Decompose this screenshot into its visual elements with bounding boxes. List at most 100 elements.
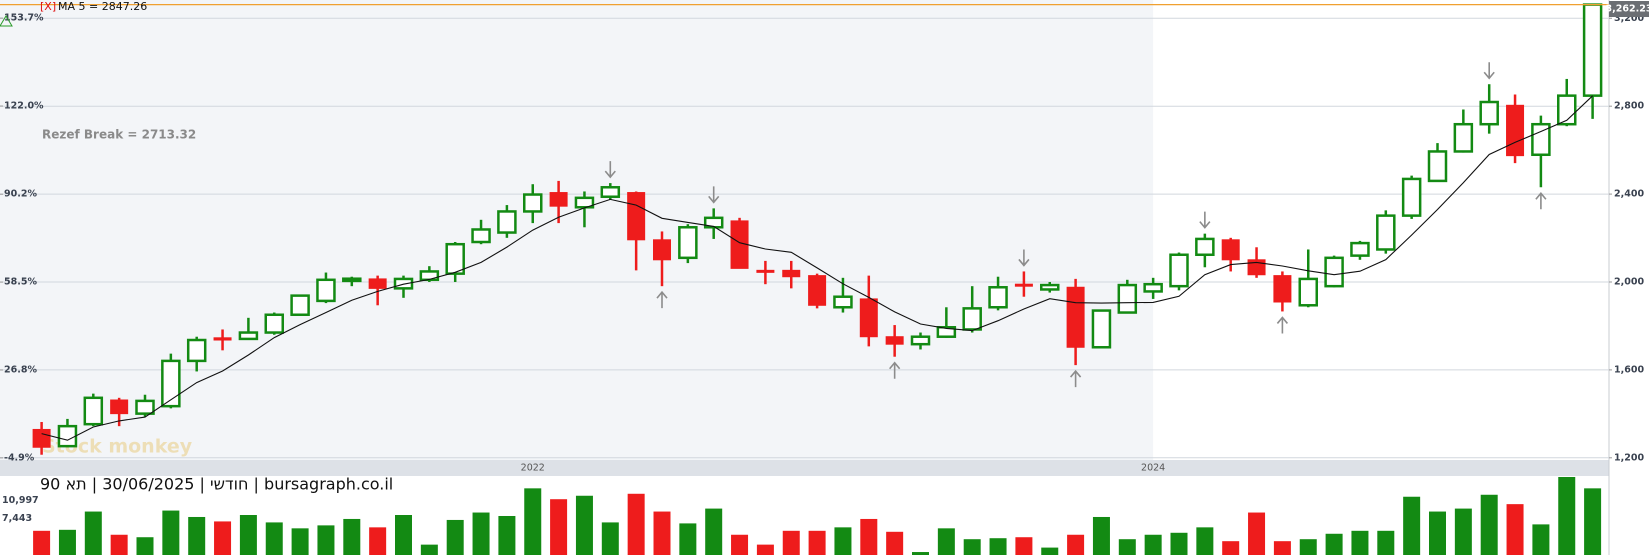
volume-bar xyxy=(33,530,51,555)
y2-tick-label: 153.7% xyxy=(4,13,44,24)
candle-body xyxy=(32,428,51,448)
overlay: 3,262.23 xyxy=(0,1,1649,441)
y2-tick-label: 122.0% xyxy=(4,101,44,112)
candle-body xyxy=(808,275,827,306)
volume-bar xyxy=(782,530,800,555)
candle-body xyxy=(161,359,181,408)
candle-body xyxy=(497,210,517,234)
candle-body xyxy=(988,286,1008,309)
candle-body xyxy=(627,192,646,241)
grid: 1,200 1,600 2,000 2,400 2,800 3,200 -4.9% 26.8%… xyxy=(0,13,1644,474)
candle-body xyxy=(1091,309,1112,349)
candle-body xyxy=(1169,253,1189,288)
volume-tick-label: 10,997 xyxy=(2,495,39,506)
signal-arrow xyxy=(1199,211,1211,229)
candle-body xyxy=(653,239,671,261)
candle-body xyxy=(523,193,543,213)
volume-bar xyxy=(937,528,955,555)
volume-bar xyxy=(1429,511,1446,555)
chart-title: חודשי | 30/06/2025 | תא 90 | bursagraph.… xyxy=(40,475,393,494)
volume-bar xyxy=(472,512,490,555)
y2-tick-label: 26.8% xyxy=(4,364,37,375)
x-tick-label: 2022 xyxy=(521,463,545,474)
candles xyxy=(32,3,1603,455)
candle-body xyxy=(290,294,310,316)
candle-body xyxy=(1401,177,1422,217)
y2-tick-label: 90.2% xyxy=(4,189,37,200)
annotation: Rezef Break = 2713.32 xyxy=(42,128,196,142)
ma-toggle[interactable]: [X] xyxy=(40,0,56,13)
volume-bar xyxy=(834,527,852,555)
last-price-box xyxy=(1609,1,1649,17)
volume-bar xyxy=(1041,547,1059,555)
volume-bar xyxy=(265,522,283,555)
signal-arrow xyxy=(889,361,901,379)
volume-bar xyxy=(1506,504,1524,555)
candle-body xyxy=(1273,275,1292,303)
candle-body xyxy=(342,277,362,283)
signal-arrow xyxy=(1069,369,1082,388)
signal-arrow xyxy=(656,290,668,309)
volume-bar xyxy=(214,521,232,555)
candle-body xyxy=(885,336,904,345)
signal-arrow xyxy=(1535,192,1547,210)
candle-body xyxy=(1298,277,1318,307)
y2-tick-label: -4.9% xyxy=(4,452,35,463)
volume-bar xyxy=(1299,539,1317,555)
candle-body xyxy=(1350,241,1370,257)
candle-body xyxy=(419,270,440,282)
candle-body xyxy=(859,298,878,338)
candle-body xyxy=(445,242,465,275)
volume-bar xyxy=(963,539,981,555)
candle-body xyxy=(1506,104,1525,157)
volume-bar xyxy=(1403,496,1421,555)
volume-bar xyxy=(239,515,257,555)
candle-body xyxy=(600,186,621,198)
candle-body xyxy=(703,216,724,229)
candle-body xyxy=(1427,150,1448,183)
shaded-region xyxy=(0,0,1154,460)
volume-bar xyxy=(188,516,206,555)
candle-body xyxy=(1324,256,1344,288)
signal-arrow xyxy=(708,186,720,204)
candle-body xyxy=(368,278,387,289)
volume-bar xyxy=(420,544,438,555)
date-strip xyxy=(0,460,1609,476)
indicator-icon xyxy=(0,15,13,27)
volume-bar xyxy=(1480,494,1498,555)
volume-bar xyxy=(343,518,361,555)
ma-line xyxy=(41,95,1593,441)
volume-tick-label: 7,443 xyxy=(2,513,32,524)
y-tick-label: 2,800 xyxy=(1614,101,1644,112)
volume-bar xyxy=(912,552,929,555)
volume-bar xyxy=(1454,508,1472,555)
volume-bar xyxy=(1584,488,1602,555)
volume-bar xyxy=(1196,527,1214,555)
candle-body xyxy=(1143,282,1163,293)
volume-bar xyxy=(291,528,309,555)
volume-bar xyxy=(1144,534,1162,555)
volume-bar xyxy=(601,522,619,555)
signal-arrow xyxy=(1018,249,1030,267)
candle-body xyxy=(1531,122,1551,157)
watermark: Stock monkey xyxy=(42,436,193,458)
candle-body xyxy=(678,226,698,260)
volume-bar xyxy=(1118,539,1136,555)
volume-bar xyxy=(550,499,568,555)
volume-bar xyxy=(1532,524,1550,555)
volume-panel: 10,997 7,443 xyxy=(2,476,1602,555)
volume-bar xyxy=(627,493,645,555)
candle-body xyxy=(1221,239,1240,261)
volume-bar xyxy=(1015,537,1033,555)
volume-bar xyxy=(136,537,154,555)
y2-tick-label: 58.5% xyxy=(4,277,37,288)
volume-bar xyxy=(1248,512,1266,555)
volume-bar xyxy=(731,534,749,555)
candle-body xyxy=(57,424,78,448)
candle-body xyxy=(1453,122,1474,153)
volume-bar xyxy=(886,531,904,555)
volume-bar xyxy=(58,529,76,555)
candle-body xyxy=(1195,237,1215,256)
candle-body xyxy=(1117,283,1138,314)
